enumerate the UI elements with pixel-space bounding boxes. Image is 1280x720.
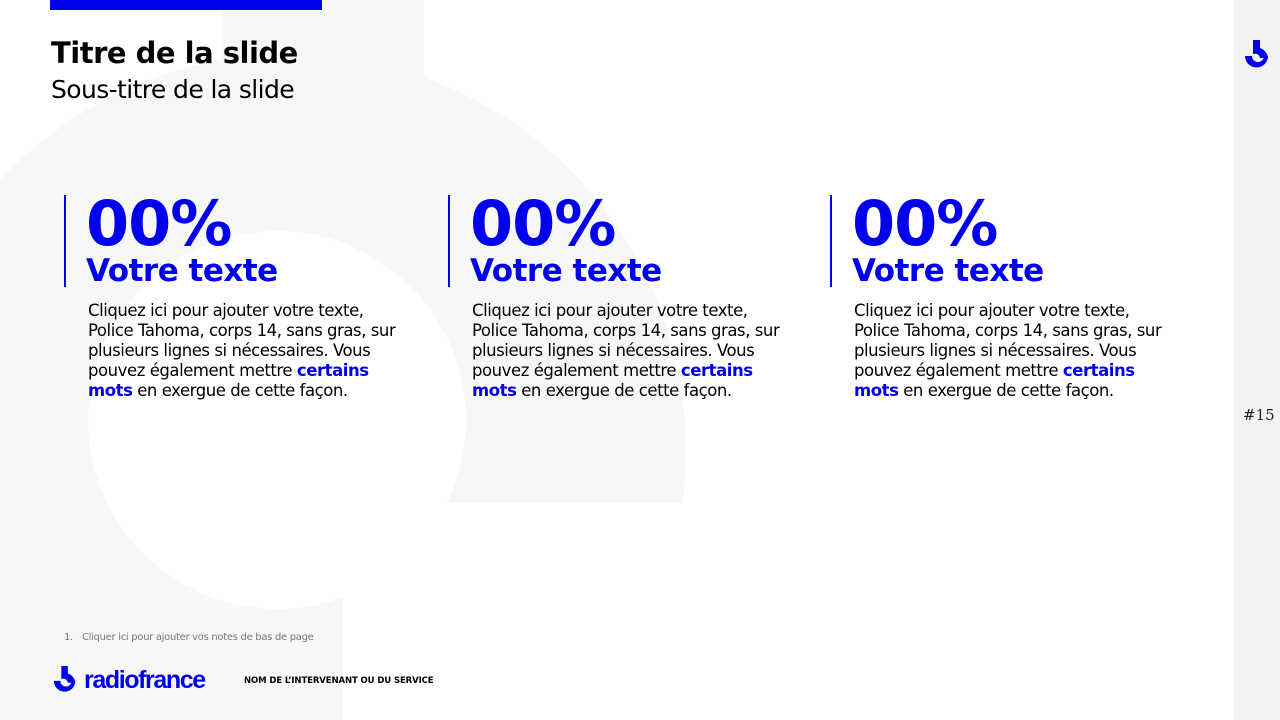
right-sidebar: [1234, 0, 1280, 720]
page-number: #15: [1243, 406, 1275, 424]
kpi-text: Cliquez ici pour ajouter votre texte, Po…: [472, 301, 780, 400]
kpi-text: Cliquez ici pour ajouter votre texte, Po…: [854, 301, 1162, 400]
kpi-text: Cliquez ici pour ajouter votre texte, Po…: [88, 301, 396, 400]
kpi-value: 00%: [852, 187, 998, 260]
kpi-label: Votre texte: [470, 253, 662, 289]
kpi-value: 00%: [470, 187, 616, 260]
slide-subtitle: Sous-titre de la slide: [51, 75, 295, 104]
slide-title: Titre de la slide: [51, 36, 298, 70]
kpi-column-2: 00% Votre texte Cliquez ici pour ajouter …: [448, 187, 788, 401]
kpi-label: Votre texte: [86, 253, 278, 289]
speaker-name[interactable]: NOM DE L’INTERVENANT OU DU SERVICE: [244, 676, 434, 686]
kpi-column-3: 00% Votre texte Cliquez ici pour ajouter …: [830, 187, 1170, 401]
kpi-label: Votre texte: [852, 253, 1044, 289]
accent-bar: [50, 0, 322, 10]
kpi-value: 00%: [86, 187, 232, 260]
brand-logo: radiofrance: [52, 663, 206, 697]
brand-wordmark: radiofrance: [84, 665, 206, 694]
radiofrance-logo-icon: [53, 666, 76, 692]
radiofrance-logo-icon: [1245, 40, 1268, 68]
footnote[interactable]: 1. Cliquer ici pour ajouter vos notes de …: [64, 632, 314, 643]
kpi-column-1: 00% Votre texte Cliquez ici pour ajouter …: [64, 187, 404, 401]
